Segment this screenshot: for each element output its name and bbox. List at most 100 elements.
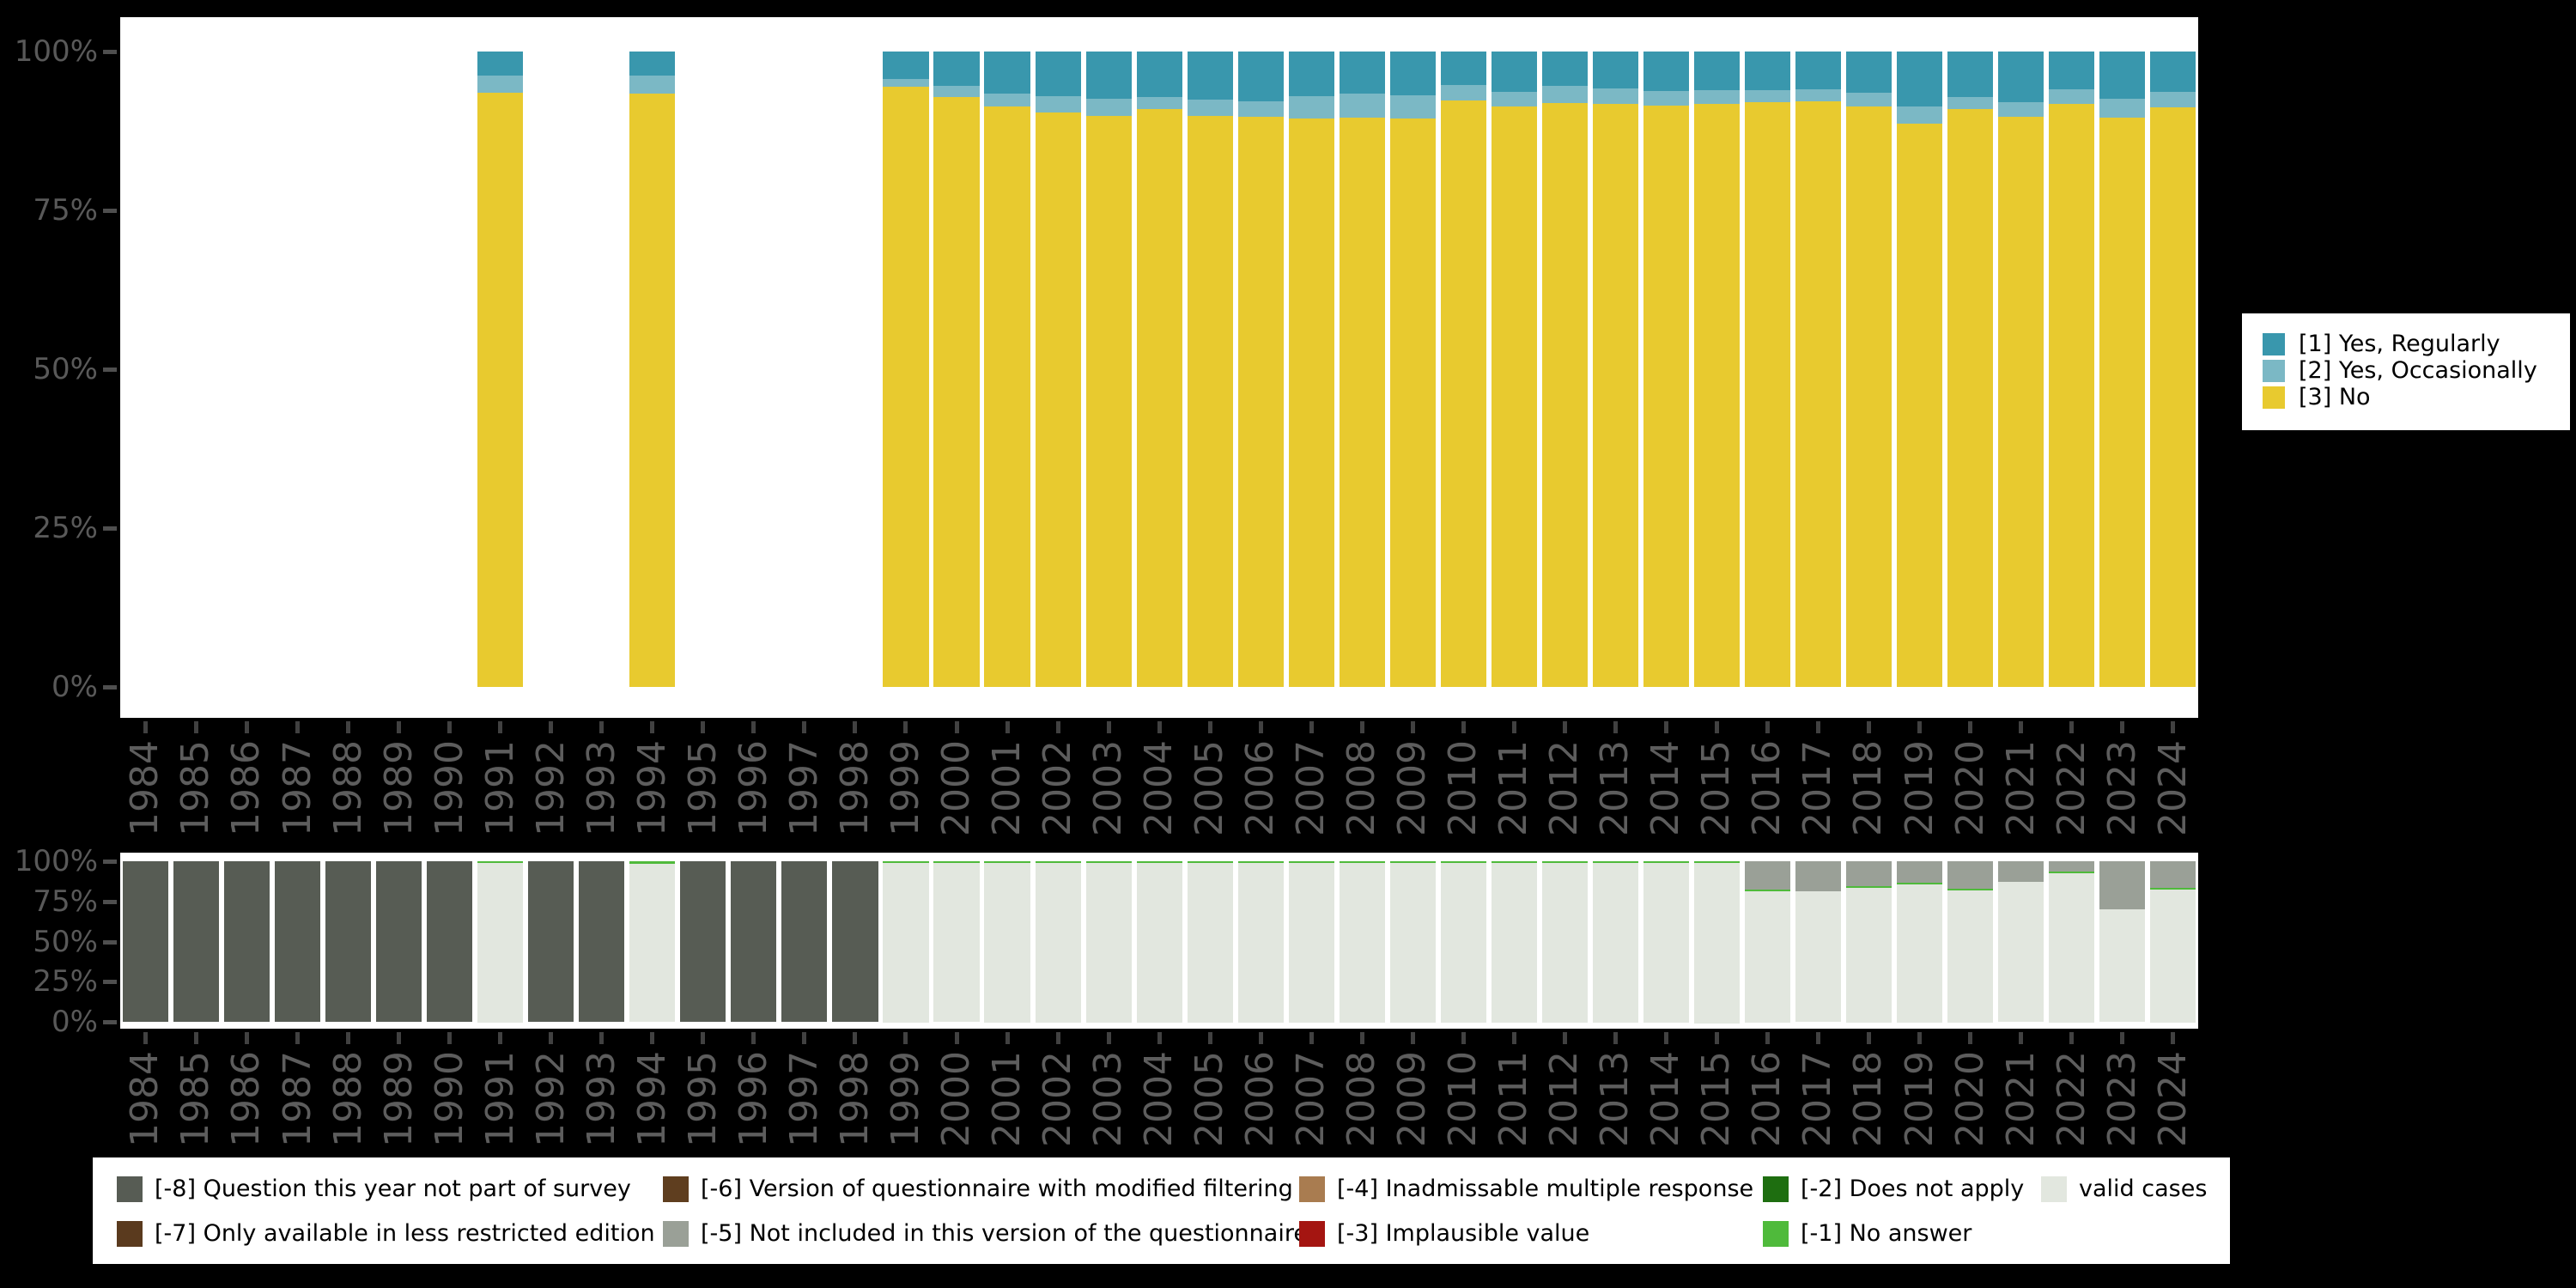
bar-segment-2 — [1187, 100, 1233, 117]
x-axis-cell: 1988 — [323, 1032, 374, 1147]
stacked-bar-2012 — [1541, 861, 1588, 1024]
x-tick-label: 1985 — [173, 740, 218, 836]
x-tick-mark — [1816, 721, 1821, 733]
x-tick-mark — [143, 721, 149, 733]
legend-label: [-8] Question this year not part of surv… — [155, 1176, 631, 1202]
legend-label: [-7] Only available in less restricted e… — [155, 1220, 655, 1247]
bar-segment-3 — [2150, 107, 2196, 687]
bar-segment-3 — [1085, 116, 1132, 687]
stacked-bar-2017 — [1795, 861, 1842, 1022]
x-axis-cell: 1995 — [677, 721, 728, 836]
x-axis-cell: 1994 — [627, 1032, 677, 1147]
x-tick-mark — [295, 1032, 301, 1044]
x-axis-cell: 1986 — [222, 1032, 272, 1147]
bar-column-1990 — [424, 52, 475, 687]
bar-segment-2 — [1237, 100, 1284, 118]
stacked-bar-2024 — [2150, 52, 2196, 687]
bar-segment-1 — [1744, 52, 1791, 91]
x-tick-label: 1998 — [832, 740, 877, 836]
stacked-bar-1993 — [579, 861, 625, 1022]
bar-segment-3 — [1693, 104, 1741, 687]
x-tick-label: 2004 — [1137, 740, 1182, 836]
x-tick-mark — [2019, 1032, 2024, 1044]
x-axis-cell: 2014 — [1641, 1032, 1692, 1147]
x-tick-label: 1984 — [123, 740, 167, 836]
bar-segment-2 — [1035, 95, 1081, 113]
x-tick-label: 2009 — [1390, 740, 1435, 836]
bar-column-2010 — [1438, 861, 1489, 1024]
bar-segment--1 — [1744, 890, 1791, 892]
legend-label: [-6] Version of questionnaire with modif… — [701, 1176, 1293, 1202]
x-tick-label: 2022 — [2049, 1051, 2093, 1147]
bar-column-1997 — [779, 861, 829, 1022]
bar-column-2004 — [1134, 861, 1185, 1024]
bar-column-1984 — [120, 861, 171, 1022]
x-tick-mark — [549, 721, 554, 733]
stacked-bar-1987 — [275, 861, 321, 1022]
x-axis-cell: 1990 — [424, 1032, 475, 1147]
x-tick-label: 1990 — [427, 1051, 471, 1147]
bar-column-2021 — [1996, 861, 2046, 1022]
x-tick-mark — [346, 721, 351, 733]
bar-segment--1 — [883, 861, 929, 863]
bar-column-2022 — [2046, 52, 2097, 687]
y-tick-mark — [103, 860, 117, 864]
bar-segment-1 — [1288, 52, 1334, 96]
bar-column-2023 — [2097, 861, 2148, 1022]
stacked-bar-2001 — [984, 861, 1030, 1024]
x-axis-cell: 2006 — [1236, 721, 1286, 836]
legend-item: [-1] No answer — [1763, 1221, 1971, 1247]
y-tick-mark — [103, 899, 117, 904]
x-tick-label: 2006 — [1238, 740, 1283, 836]
x-tick-mark — [447, 721, 453, 733]
x-axis-cell: 2023 — [2097, 1032, 2148, 1147]
bar-segment--1 — [1136, 861, 1182, 863]
x-tick-mark — [1714, 721, 1719, 733]
stacked-bar-1991 — [477, 861, 524, 1023]
bar-segment--1 — [1237, 861, 1284, 863]
stacked-bar-1984 — [122, 861, 169, 1022]
legend-swatch — [1763, 1176, 1789, 1202]
x-axis-cell: 1987 — [272, 721, 323, 836]
x-tick-mark — [1157, 1032, 1162, 1044]
stacked-bar-2013 — [1592, 52, 1638, 687]
bar-column-1999 — [880, 52, 931, 687]
bar-column-1991 — [475, 861, 526, 1023]
bar-column-2024 — [2148, 52, 2198, 687]
x-axis-cell: 1996 — [728, 721, 779, 836]
x-axis-cell: 2016 — [1742, 721, 1793, 836]
x-tick-mark — [346, 1032, 351, 1044]
x-axis-cell: 1984 — [120, 721, 171, 836]
x-axis-cell: 2011 — [1489, 721, 1540, 836]
bar-column-1997 — [779, 52, 829, 687]
bar-column-2006 — [1236, 52, 1286, 687]
bar-segment-3 — [1389, 118, 1436, 687]
y-tick-mark — [103, 939, 117, 945]
legend-swatch — [2263, 386, 2285, 409]
stacked-bar-2020 — [1947, 861, 1994, 1024]
y-tick-label: 50% — [33, 352, 98, 386]
y-tick-label: 75% — [33, 884, 98, 919]
x-tick-label: 1992 — [528, 1051, 573, 1147]
x-tick-mark — [397, 721, 402, 733]
stacked-bar-1986 — [224, 861, 270, 1022]
stacked-bar-1992 — [528, 861, 574, 1022]
bar-segment--1 — [2150, 888, 2196, 890]
legend-item: [-7] Only available in less restricted e… — [117, 1221, 655, 1247]
x-axis-cell: 2009 — [1388, 1032, 1438, 1147]
legend-swatch — [1299, 1221, 1325, 1247]
bar-segment-1 — [984, 52, 1030, 94]
x-tick-mark — [1511, 721, 1516, 733]
x-axis: 1984 1985 1986 1987 1988 1989 1990 1991 1992 1993… — [120, 1032, 2198, 1147]
bar-segment-3 — [1744, 102, 1791, 687]
bar-column-1990 — [424, 861, 475, 1022]
x-tick-label: 1986 — [224, 1051, 269, 1147]
bar-segment-2 — [1693, 90, 1741, 105]
x-tick-label: 1994 — [629, 1051, 674, 1147]
x-tick-label: 1993 — [579, 740, 623, 836]
stacked-bar-2008 — [1339, 861, 1385, 1024]
y-tick-mark — [103, 368, 117, 372]
bar-segment-1 — [1592, 52, 1638, 88]
x-tick-mark — [1106, 1032, 1111, 1044]
x-tick-mark — [751, 721, 756, 733]
